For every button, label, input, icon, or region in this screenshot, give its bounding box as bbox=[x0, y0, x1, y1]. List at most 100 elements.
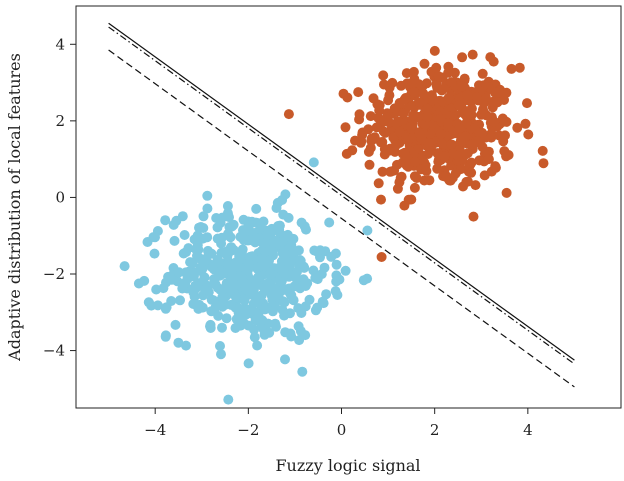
data-point-series-1 bbox=[199, 284, 210, 295]
data-point-series-0 bbox=[386, 166, 397, 177]
data-point-series-0 bbox=[387, 77, 398, 88]
y-axis-label: Adaptive distribution of local features bbox=[5, 53, 24, 362]
data-point-series-0 bbox=[436, 138, 447, 149]
data-point-series-0 bbox=[422, 111, 433, 122]
data-point-series-0 bbox=[342, 92, 353, 103]
lines-layer bbox=[108, 22, 575, 388]
data-point-series-0 bbox=[350, 135, 360, 146]
data-point-series-0 bbox=[490, 161, 501, 172]
data-point-series-0 bbox=[429, 45, 440, 56]
x-axis-label: Fuzzy logic signal bbox=[275, 456, 420, 475]
data-point-series-0 bbox=[376, 194, 386, 205]
data-point-series-0 bbox=[422, 104, 433, 115]
data-point-series-0 bbox=[409, 171, 420, 182]
data-point-series-0 bbox=[409, 74, 420, 85]
x-tick-label: 4 bbox=[523, 421, 533, 439]
data-point-series-0 bbox=[461, 149, 471, 160]
data-point-series-1 bbox=[270, 289, 281, 300]
data-point-series-0 bbox=[446, 139, 457, 150]
data-point-series-1 bbox=[142, 237, 153, 247]
data-point-series-0 bbox=[458, 181, 468, 192]
data-point-series-0 bbox=[450, 168, 461, 179]
data-point-series-1 bbox=[330, 248, 341, 259]
data-point-series-0 bbox=[506, 63, 517, 74]
data-point-series-0 bbox=[472, 92, 482, 103]
data-point-series-0 bbox=[489, 116, 500, 127]
data-point-series-1 bbox=[249, 235, 260, 246]
data-point-series-1 bbox=[213, 310, 224, 321]
data-point-series-1 bbox=[166, 296, 177, 306]
y-tick-label: 0 bbox=[55, 188, 65, 206]
data-point-series-0 bbox=[477, 68, 488, 79]
data-point-series-0 bbox=[455, 136, 466, 147]
data-point-series-0 bbox=[374, 100, 385, 111]
data-point-series-1 bbox=[192, 240, 203, 251]
data-point-series-1 bbox=[193, 303, 204, 314]
data-point-series-1 bbox=[221, 246, 232, 257]
data-point-series-1 bbox=[177, 283, 188, 294]
data-point-series-1 bbox=[218, 284, 229, 294]
data-point-series-1 bbox=[230, 292, 241, 303]
data-point-series-1 bbox=[194, 222, 204, 233]
data-point-series-0 bbox=[494, 87, 504, 98]
data-point-series-1 bbox=[295, 283, 306, 294]
data-point-series-1 bbox=[222, 201, 233, 211]
data-point-series-0 bbox=[512, 122, 523, 133]
data-point-series-0 bbox=[522, 98, 532, 109]
data-point-series-0 bbox=[414, 97, 425, 108]
data-point-series-0 bbox=[408, 66, 419, 77]
data-point-series-1 bbox=[217, 322, 227, 333]
data-point-series-0 bbox=[347, 145, 358, 156]
data-point-series-1 bbox=[293, 303, 304, 314]
data-point-series-0 bbox=[439, 151, 450, 162]
data-point-series-1 bbox=[279, 310, 290, 321]
data-point-series-1 bbox=[170, 319, 181, 330]
data-point-series-0 bbox=[363, 146, 374, 157]
data-point-series-0 bbox=[426, 90, 437, 101]
data-point-series-1 bbox=[215, 341, 225, 351]
data-point-series-0 bbox=[406, 122, 416, 132]
data-point-series-0 bbox=[457, 52, 468, 63]
data-point-series-0 bbox=[452, 150, 463, 161]
data-point-series-0 bbox=[402, 135, 413, 146]
data-point-series-1 bbox=[181, 340, 191, 351]
data-point-series-0 bbox=[354, 109, 365, 120]
data-point-series-0 bbox=[435, 113, 446, 124]
data-point-series-0 bbox=[392, 183, 403, 194]
data-point-series-1 bbox=[234, 262, 245, 273]
data-point-series-0 bbox=[399, 200, 410, 211]
x-axis-ticks: −4 −2 0 2 4 bbox=[144, 408, 533, 439]
data-point-series-0 bbox=[446, 77, 457, 88]
data-point-series-0 bbox=[409, 182, 420, 193]
data-point-series-0 bbox=[340, 122, 351, 133]
data-point-series-1 bbox=[187, 258, 198, 269]
data-point-series-0 bbox=[396, 80, 407, 91]
data-point-series-0 bbox=[470, 180, 481, 191]
data-point-series-0 bbox=[443, 67, 454, 78]
data-point-series-0 bbox=[409, 87, 420, 98]
data-point-series-1 bbox=[248, 298, 259, 309]
data-point-series-1 bbox=[252, 340, 263, 351]
data-point-series-1 bbox=[202, 203, 213, 214]
data-point-series-1 bbox=[205, 321, 215, 332]
data-point-series-1 bbox=[270, 318, 281, 329]
data-point-series-0 bbox=[441, 170, 451, 181]
data-point-series-1 bbox=[257, 238, 268, 249]
y-tick-label: −2 bbox=[43, 265, 65, 283]
data-point-series-0 bbox=[459, 73, 470, 84]
data-point-series-1 bbox=[226, 265, 237, 276]
data-point-series-1 bbox=[236, 247, 247, 257]
data-point-series-1 bbox=[280, 327, 291, 338]
data-point-series-0 bbox=[364, 159, 375, 170]
data-point-series-1 bbox=[267, 306, 278, 317]
data-point-series-1 bbox=[227, 276, 238, 287]
data-point-series-1 bbox=[133, 278, 144, 289]
data-point-series-1 bbox=[251, 203, 262, 214]
data-point-series-0 bbox=[444, 92, 454, 103]
data-point-series-0 bbox=[474, 155, 485, 166]
data-point-series-1 bbox=[302, 278, 313, 289]
data-point-series-1 bbox=[202, 232, 213, 243]
data-point-series-1 bbox=[207, 262, 218, 273]
data-point-series-0 bbox=[466, 167, 477, 178]
data-point-series-0 bbox=[499, 95, 509, 105]
